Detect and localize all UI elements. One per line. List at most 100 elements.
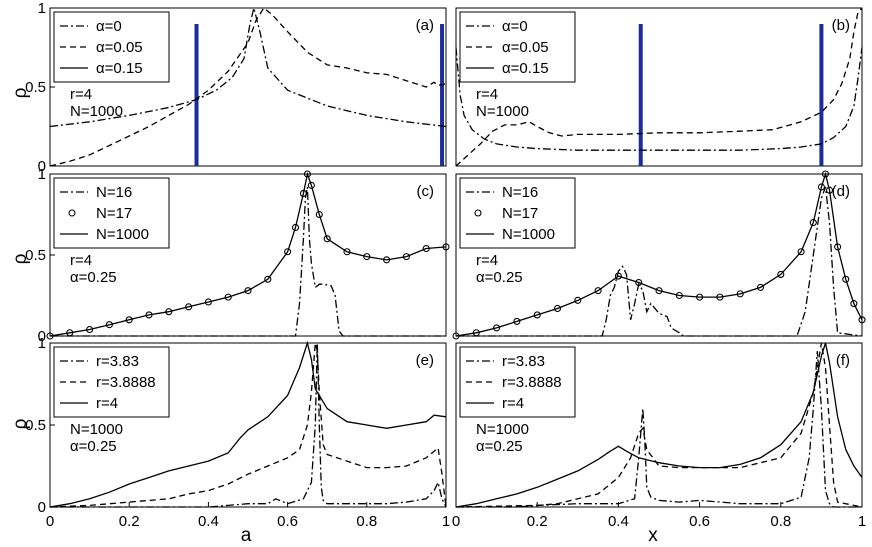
legend-label: N=17 (96, 205, 132, 222)
panels: 00.51(a)α=0α=0.05α=0.15r=4N=1000(b)α=0α=… (25, 0, 866, 530)
panel-label: (a) (416, 17, 434, 34)
legend-label: N=1000 (502, 226, 555, 243)
data-point (756, 283, 765, 291)
param-label: N=1000 (476, 103, 529, 120)
series-line (456, 186, 863, 337)
panel-label: (d) (832, 183, 850, 200)
data-point (307, 181, 315, 189)
x-axis-label-left: a (241, 525, 252, 546)
y-tick-label: 1 (38, 166, 46, 183)
param-label: N=1000 (476, 421, 529, 438)
data-point (817, 183, 825, 191)
data-point (343, 248, 351, 256)
legend: r=3.83 r=3.8888 r=4 (459, 346, 576, 418)
series-line (49, 7, 447, 128)
data-point (574, 296, 582, 304)
x-tick-label: 0.2 (119, 513, 140, 530)
legend: N=16 N=17 N=1000 (459, 177, 576, 249)
y-tick-label: 0.5 (25, 417, 46, 434)
param-label: r=4 (476, 252, 498, 269)
legend: N=16 N=17 N=1000 (53, 177, 170, 249)
param-label: r=4 (70, 252, 92, 269)
vertical-bar (819, 24, 824, 166)
data-point (204, 298, 212, 306)
data-point (842, 275, 850, 283)
legend-label: α=0 (96, 18, 122, 35)
plot-frame (455, 7, 863, 167)
y-tick-label: 0 (38, 328, 46, 345)
param-label: α=0.25 (70, 438, 117, 455)
legend-label: r=3.8888 (96, 374, 156, 391)
legend-label: α=0.15 (96, 60, 143, 77)
data-point (594, 287, 602, 295)
legend-label: N=17 (502, 205, 538, 222)
legend-marker (474, 209, 482, 217)
panel-label: (c) (417, 183, 435, 200)
data-point (224, 293, 232, 301)
data-point (858, 316, 866, 324)
legend-label: r=4 (96, 395, 118, 412)
data-point (315, 210, 323, 219)
data-point (777, 270, 785, 278)
y-tick-label: 0 (38, 499, 46, 516)
legend-box (53, 177, 170, 249)
x-tick-label: 0.6 (689, 513, 710, 530)
data-point (284, 248, 292, 256)
series-line (455, 7, 863, 167)
series-line (49, 342, 447, 508)
legend-label: N=1000 (96, 226, 149, 243)
param-label: r=4 (476, 86, 498, 103)
y-tick-label: 1 (38, 0, 46, 17)
legend-label: r=3.8888 (502, 374, 562, 391)
data-point (244, 287, 252, 295)
panel-label: (b) (832, 17, 850, 34)
data-point (635, 278, 643, 287)
y-tick-label: 0.5 (25, 79, 46, 96)
series-line (455, 47, 863, 151)
x-tick-label: 1 (442, 513, 450, 530)
data-point (614, 272, 622, 280)
panel-label: (e) (416, 352, 434, 369)
x-tick-label: 0.8 (356, 513, 377, 530)
series-line (455, 171, 863, 337)
panel-label: (f) (836, 352, 850, 369)
data-point (264, 275, 272, 283)
x-tick-label: 0 (46, 513, 54, 530)
vertical-bar (194, 24, 199, 166)
legend-label: N=16 (96, 184, 132, 201)
legend: α=0 α=0.05 α=0.15 (53, 11, 170, 83)
legend-label: α=0.05 (502, 39, 549, 56)
data-point (185, 303, 193, 311)
y-tick-label: 1 (38, 335, 46, 352)
data-point (513, 317, 521, 325)
legend-label: r=3.83 (96, 353, 139, 370)
vertical-bar (638, 24, 643, 166)
data-point (553, 304, 562, 313)
vertical-bar (440, 24, 445, 166)
series-line (455, 342, 863, 508)
param-label: r=4 (70, 86, 92, 103)
series-line (50, 186, 446, 337)
panel-e: 0 0.5 1 0 0.2 0.4 0.6 0.8 1 (e) r=3.83 r=3.8888 r=4 N… (25, 335, 450, 530)
param-label: α=0.25 (476, 438, 523, 455)
x-tick-label: 1 (858, 513, 866, 530)
data-point (291, 223, 300, 232)
series-line (49, 171, 447, 337)
y-axis-label: ρ (10, 418, 31, 429)
data-point (493, 324, 501, 332)
y-tick-label: 0.5 (25, 247, 46, 264)
data-point (809, 219, 817, 227)
data-point (821, 170, 830, 178)
data-point (655, 287, 663, 295)
series-line (50, 342, 447, 508)
x-tick-label: 0.4 (608, 513, 629, 530)
legend-label: r=3.83 (502, 353, 545, 370)
series-line (49, 340, 447, 508)
data-point (125, 316, 133, 324)
y-axis-label: ρ (10, 87, 31, 98)
param-label: α=0.25 (70, 269, 117, 286)
panel-a: 0 0.5 1 (a) α=0 α=0.05 α=0.15r=4N=1000 (25, 0, 447, 175)
